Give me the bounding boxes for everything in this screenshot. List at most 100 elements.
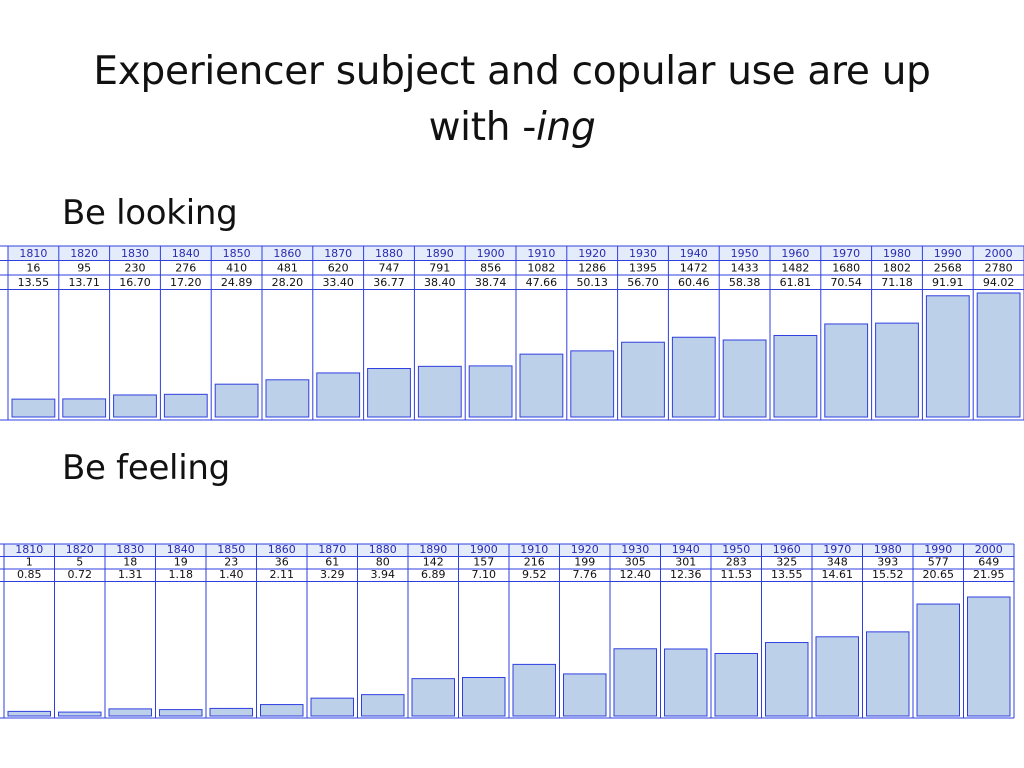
count-label: 199 — [574, 556, 595, 569]
bar-looking-1830 — [113, 394, 157, 418]
per-million-label: 60.46 — [678, 276, 710, 289]
bar-looking-2000 — [976, 292, 1021, 418]
per-million-label: 28.20 — [272, 276, 304, 289]
count-label: 325 — [776, 556, 797, 569]
count-label: 230 — [125, 262, 146, 275]
year-tick-label: 1940 — [672, 543, 700, 556]
year-tick-label: 1930 — [629, 247, 657, 260]
per-million-label: 3.29 — [320, 568, 345, 581]
bar-looking-1950 — [722, 339, 767, 418]
year-tick-label: 1930 — [621, 543, 649, 556]
per-million-label: 0.85 — [17, 568, 42, 581]
per-million-label: 70.54 — [830, 276, 862, 289]
bar-feeling-1940 — [664, 648, 708, 717]
count-label: 216 — [524, 556, 545, 569]
year-tick-label: 1990 — [924, 543, 952, 556]
count-label: 36 — [275, 556, 289, 569]
bar-feeling-1900 — [462, 677, 506, 717]
bar-feeling-1930 — [613, 648, 657, 717]
bar-feeling-1810 — [7, 710, 51, 717]
per-million-label: 7.76 — [573, 568, 598, 581]
per-million-label: 13.55 — [771, 568, 803, 581]
per-million-label: 1.31 — [118, 568, 143, 581]
bar-looking-1920 — [570, 350, 615, 418]
bar-looking-1880 — [367, 368, 411, 418]
year-tick-label: 1810 — [15, 543, 43, 556]
bar-feeling-1970 — [815, 636, 859, 717]
year-tick-label: 1850 — [217, 543, 245, 556]
bar-feeling-1920 — [563, 673, 607, 717]
title-line-2-italic: ing — [536, 105, 596, 150]
bar-looking-1850 — [214, 383, 259, 418]
bar-looking-1900 — [468, 365, 513, 418]
bar-feeling-1850 — [209, 707, 253, 717]
year-tick-label: 1980 — [874, 543, 902, 556]
count-label: 393 — [877, 556, 898, 569]
bar-feeling-1910 — [512, 663, 556, 717]
year-tick-label: 1920 — [578, 247, 606, 260]
year-tick-label: 1890 — [426, 247, 454, 260]
year-tick-label: 1830 — [121, 247, 149, 260]
per-million-label: 56.70 — [627, 276, 659, 289]
year-tick-label: 1940 — [680, 247, 708, 260]
year-tick-label: 1840 — [172, 247, 200, 260]
year-tick-label: 1970 — [823, 543, 851, 556]
count-label: 856 — [480, 262, 501, 275]
year-tick-label: 1900 — [477, 247, 505, 260]
count-label: 95 — [77, 262, 91, 275]
bar-feeling-1950 — [714, 652, 758, 717]
per-million-label: 91.91 — [932, 276, 964, 289]
per-million-label: 11.53 — [721, 568, 753, 581]
count-label: 80 — [376, 556, 390, 569]
count-label: 1395 — [629, 262, 657, 275]
bar-feeling-1980 — [866, 631, 910, 717]
be-looking-label: Be looking — [62, 193, 238, 233]
count-label: 410 — [226, 262, 247, 275]
be-feeling-label: Be feeling — [62, 448, 230, 488]
year-tick-label: 1910 — [527, 247, 555, 260]
title-line-2: with -ing — [40, 100, 984, 156]
count-label: 157 — [473, 556, 494, 569]
year-tick-label: 2000 — [975, 543, 1003, 556]
bar-feeling-1870 — [310, 697, 354, 717]
per-million-label: 16.70 — [119, 276, 151, 289]
bar-looking-1820 — [62, 398, 107, 418]
per-million-label: 1.40 — [219, 568, 244, 581]
year-tick-label: 1810 — [19, 247, 47, 260]
year-tick-label: 1910 — [520, 543, 548, 556]
per-million-label: 14.61 — [822, 568, 854, 581]
per-million-label: 21.95 — [973, 568, 1005, 581]
bar-feeling-1860 — [260, 704, 304, 717]
bar-looking-1810 — [11, 398, 56, 418]
per-million-label: 3.94 — [371, 568, 396, 581]
count-label: 1433 — [731, 262, 759, 275]
per-million-label: 94.02 — [983, 276, 1015, 289]
year-tick-label: 1870 — [324, 247, 352, 260]
slide-title: Experiencer subject and copular use are … — [40, 44, 984, 156]
bar-looking-1890 — [417, 365, 462, 418]
bar-looking-1970 — [824, 323, 869, 418]
per-million-label: 50.13 — [576, 276, 608, 289]
count-label: 301 — [675, 556, 696, 569]
per-million-label: 0.72 — [68, 568, 93, 581]
bar-feeling-1880 — [361, 694, 405, 717]
year-tick-label: 1980 — [883, 247, 911, 260]
per-million-label: 38.74 — [475, 276, 507, 289]
count-label: 61 — [325, 556, 339, 569]
count-label: 305 — [625, 556, 646, 569]
count-label: 1482 — [781, 262, 809, 275]
per-million-label: 12.40 — [620, 568, 652, 581]
year-tick-label: 1840 — [167, 543, 195, 556]
bar-looking-1960 — [773, 334, 818, 418]
bar-looking-1860 — [265, 379, 310, 418]
per-million-label: 58.38 — [729, 276, 761, 289]
year-tick-label: 1970 — [832, 247, 860, 260]
year-tick-label: 1870 — [318, 543, 346, 556]
per-million-label: 9.52 — [522, 568, 547, 581]
per-million-label: 47.66 — [526, 276, 558, 289]
year-tick-label: 1960 — [781, 247, 809, 260]
count-label: 16 — [26, 262, 40, 275]
year-tick-label: 1830 — [116, 543, 144, 556]
per-million-label: 17.20 — [170, 276, 202, 289]
per-million-label: 24.89 — [221, 276, 253, 289]
